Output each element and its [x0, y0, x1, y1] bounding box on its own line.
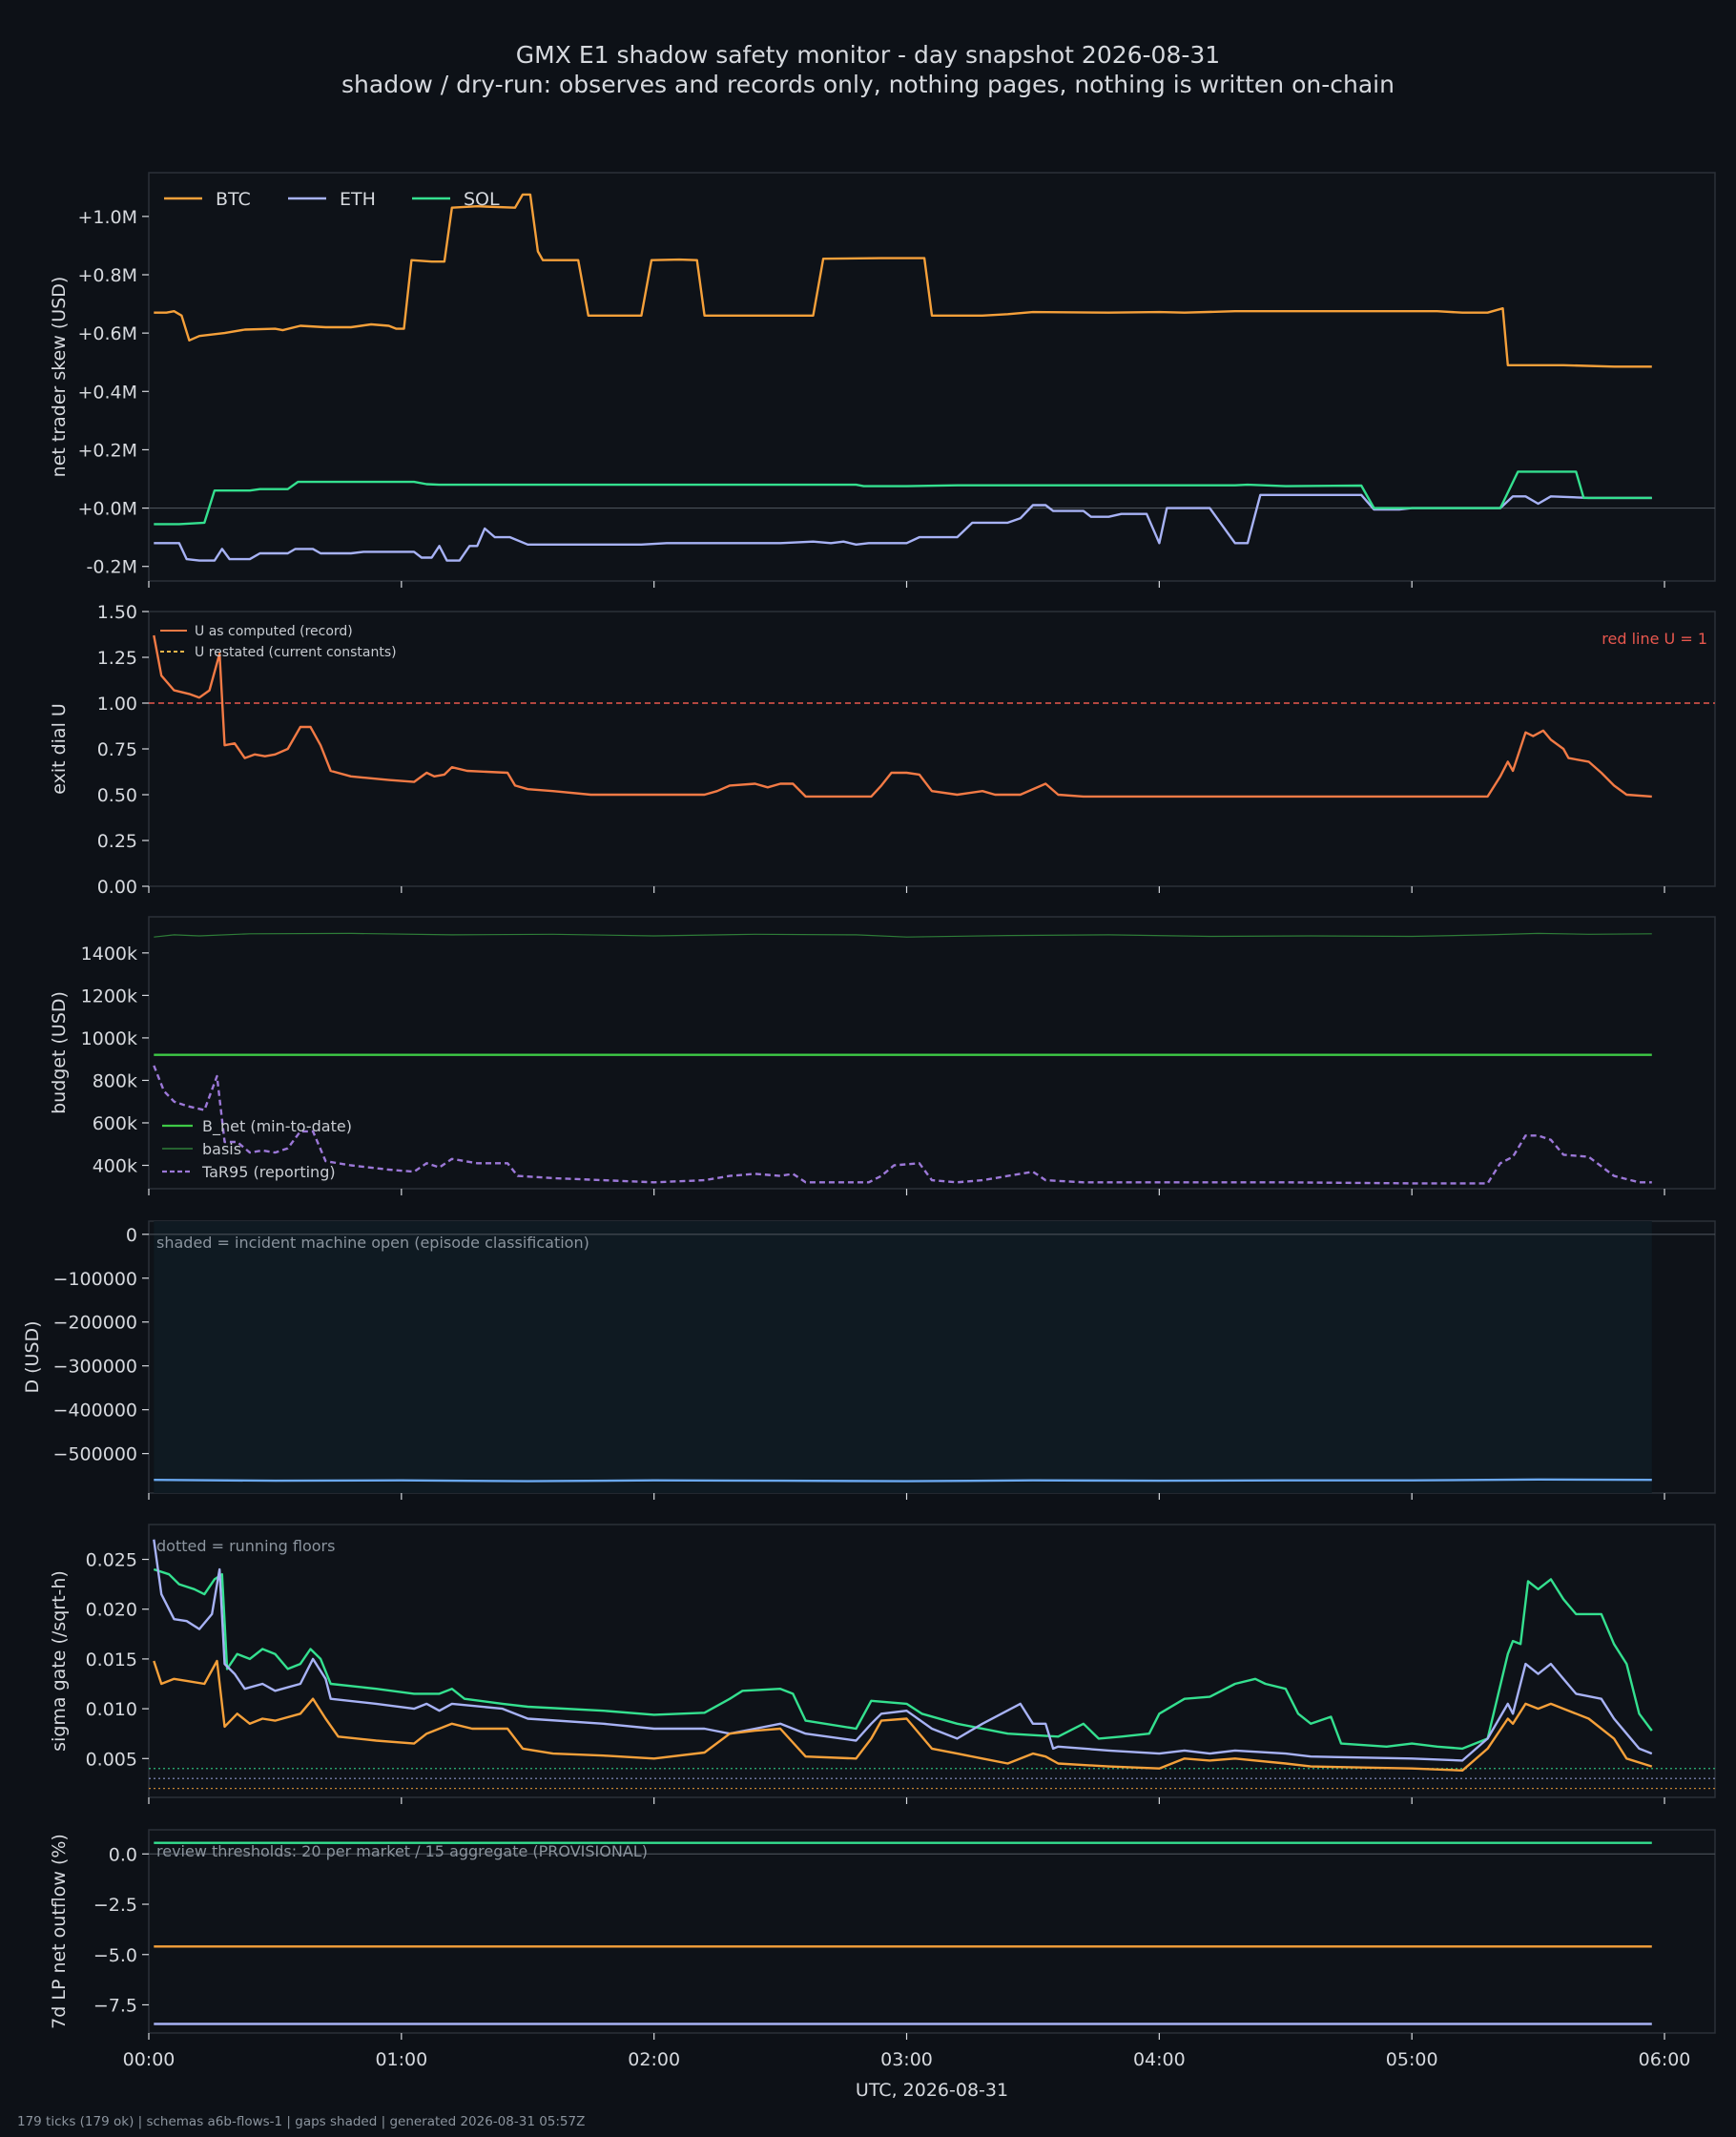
panel-annotation: dotted = running floors — [156, 1537, 335, 1555]
legend-item: ETH — [288, 189, 376, 210]
legend-item: BTC — [164, 189, 251, 210]
y-tick-label: +0.6M — [77, 323, 137, 344]
y-tick-label: 0.025 — [86, 1550, 137, 1571]
figure-subtitle: shadow / dry-run: observes and records o… — [341, 71, 1395, 98]
legend-item: basis — [162, 1140, 241, 1158]
y-tick-label: −7.5 — [93, 1995, 137, 2016]
panels: -0.2M +0.0M +0.2M +0.4M +0.6M +0.8M +1.0M net t… — [22, 172, 1716, 2101]
plot-area — [148, 172, 1716, 582]
y-tick-label: 1.25 — [97, 648, 137, 669]
y-tick-label: 800k — [93, 1070, 137, 1091]
panel-sigma: 0.005 0.010 0.015 0.020 0.025 sigma gate (/sq… — [49, 1524, 1716, 1804]
y-tick-label: 1.50 — [97, 602, 137, 623]
legend-label: SOL — [464, 189, 500, 210]
y-tick-label: −2.5 — [93, 1895, 137, 1916]
series-line-btc — [154, 193, 1652, 368]
x-tick-label: 04:00 — [1133, 2049, 1186, 2070]
plot-area — [148, 611, 1716, 887]
panel-budget: 400k 600k 800k 1000k 1200k 1400k budget (USD) B… — [49, 916, 1716, 1195]
legend-item: U restated (current constants) — [160, 645, 397, 660]
legend-item: SOL — [412, 189, 500, 210]
x-tick-label: 00:00 — [123, 2049, 176, 2070]
series-line-u-as-computed-record — [153, 634, 1652, 799]
y-tick-label: +0.4M — [77, 382, 137, 403]
figure-title: GMX E1 shadow safety monitor - day snaps… — [516, 41, 1220, 69]
legend-item: U as computed (record) — [160, 624, 353, 639]
y-tick-label: −400000 — [53, 1400, 137, 1421]
legend-label: BTC — [216, 189, 251, 210]
x-tick-label: 05:00 — [1386, 2049, 1438, 2070]
legend-item: B_net (min-to-date) — [162, 1117, 352, 1136]
y-tick-label: 1.00 — [97, 694, 137, 715]
y-tick-label: 400k — [93, 1156, 137, 1177]
red-line-label: red line U = 1 — [1602, 630, 1707, 648]
y-axis-label: exit dial U — [49, 703, 70, 795]
y-axis-label: net trader skew (USD) — [49, 277, 70, 478]
series-line-sol — [153, 1567, 1653, 1751]
y-tick-label: 0.015 — [86, 1649, 137, 1670]
y-tick-label: 0 — [126, 1225, 137, 1246]
plot-area — [148, 1524, 1716, 1798]
legend-label: ETH — [340, 189, 376, 210]
y-tick-label: 600k — [93, 1113, 137, 1134]
y-tick-label: −100000 — [53, 1269, 137, 1290]
y-axis-label: D (USD) — [22, 1320, 43, 1393]
y-tick-label: -0.2M — [87, 557, 137, 578]
series-line-d — [154, 1478, 1652, 1483]
y-tick-label: 0.00 — [97, 877, 137, 898]
panel-exit-dial: red line U = 1 0.00 0.25 0.50 0.75 1.00 1.25 1.… — [49, 602, 1716, 898]
y-tick-label: 0.25 — [97, 831, 137, 852]
y-tick-label: 0.005 — [86, 1749, 137, 1770]
x-axis-label: UTC, 2026-08-31 — [856, 2080, 1008, 2101]
y-tick-label: −300000 — [53, 1357, 137, 1378]
y-axis-label: 7d LP net outflow (%) — [49, 1834, 70, 2029]
series-line-eth — [153, 1539, 1653, 1762]
y-tick-label: +0.2M — [77, 440, 137, 461]
plot-area — [148, 916, 1716, 1190]
series-line-sol — [154, 470, 1652, 526]
panel-skew: -0.2M +0.0M +0.2M +0.4M +0.6M +0.8M +1.0M net t… — [49, 172, 1716, 588]
panel-annotation: shaded = incident machine open (episode … — [156, 1234, 589, 1252]
x-tick-label: 03:00 — [880, 2049, 933, 2070]
y-tick-label: −200000 — [53, 1313, 137, 1334]
series-line-basis — [154, 932, 1652, 938]
y-tick-label: 1200k — [81, 986, 137, 1006]
series-line-tar95-reporting — [153, 1065, 1652, 1185]
panel-drawdown: −500000 −400000 −300000 −200000 −100000 0 D (U… — [22, 1220, 1716, 1500]
y-tick-label: +1.0M — [77, 207, 137, 228]
legend-label: basis — [202, 1140, 241, 1158]
y-tick-label: 0.010 — [86, 1699, 137, 1720]
y-axis-label: budget (USD) — [49, 991, 70, 1114]
x-tick-label: 06:00 — [1639, 2049, 1691, 2070]
panel-outflow: −7.5 −5.0 −2.5 0.0 7d LP net outflow (%) revi… — [49, 1829, 1716, 2101]
y-tick-label: +0.0M — [77, 499, 137, 520]
x-tick-label: 02:00 — [628, 2049, 680, 2070]
y-tick-label: 0.75 — [97, 739, 137, 760]
legend-item: TaR95 (reporting) — [162, 1163, 336, 1181]
legend-label: TaR95 (reporting) — [201, 1163, 336, 1181]
series-line-btc — [153, 1659, 1653, 1772]
panel-annotation: review thresholds: 20 per market / 15 ag… — [156, 1842, 648, 1860]
incident-shading — [154, 1221, 1652, 1493]
y-tick-label: 0.50 — [97, 785, 137, 806]
plot-area — [148, 1829, 1716, 2034]
y-tick-label: 1000k — [81, 1028, 137, 1049]
series-line-eth — [154, 493, 1652, 562]
x-tick-label: 01:00 — [375, 2049, 427, 2070]
y-tick-label: 0.020 — [86, 1600, 137, 1621]
y-tick-label: 0.0 — [109, 1844, 137, 1865]
y-axis-label: sigma gate (/sqrt-h) — [49, 1570, 70, 1752]
legend-label: B_net (min-to-date) — [202, 1117, 352, 1136]
y-tick-label: +0.8M — [77, 265, 137, 286]
footer-status: 179 ticks (179 ok) | schemas a6b-flows-1… — [17, 2114, 585, 2129]
y-tick-label: −5.0 — [93, 1945, 137, 1966]
legend-label: U as computed (record) — [195, 624, 353, 639]
y-tick-label: 1400k — [81, 944, 137, 965]
y-tick-label: −500000 — [53, 1444, 137, 1465]
legend-label: U restated (current constants) — [195, 645, 397, 660]
